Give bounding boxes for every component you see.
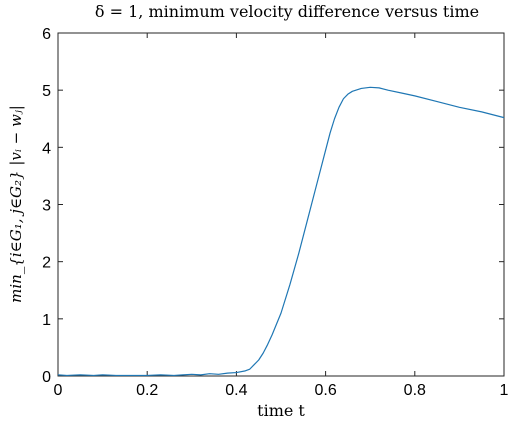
x-tick-label: 0.4 — [225, 382, 247, 399]
x-axis-label: time t — [257, 401, 305, 420]
x-tick-label: 0.2 — [136, 382, 158, 399]
y-tick-label: 2 — [42, 255, 51, 272]
plot-frame — [57, 32, 505, 377]
plot-area — [57, 32, 505, 377]
x-tick-label: 0.6 — [314, 382, 336, 399]
x-tick-label: 0.8 — [404, 382, 426, 399]
y-axis: 0 1 2 3 4 5 6 — [42, 26, 504, 386]
y-tick-label: 4 — [42, 140, 51, 157]
series-line — [57, 86, 505, 377]
y-tick-label: 1 — [42, 312, 51, 329]
y-axis-label: min_{i∈G₁, j∈G₂} |vᵢ − wⱼ| — [7, 105, 25, 303]
y-tick-label: 0 — [42, 369, 51, 386]
y-tick-label: 5 — [42, 83, 51, 100]
x-tick-label: 1 — [500, 382, 509, 399]
series-layer — [57, 86, 505, 377]
x-tick-label: 0 — [54, 382, 63, 399]
chart-title: δ = 1, minimum velocity difference versu… — [95, 2, 479, 21]
y-tick-label: 6 — [42, 26, 51, 43]
y-tick-label: 3 — [42, 198, 51, 215]
x-axis: 0 0.2 0.4 0.6 0.8 1 — [54, 33, 509, 399]
